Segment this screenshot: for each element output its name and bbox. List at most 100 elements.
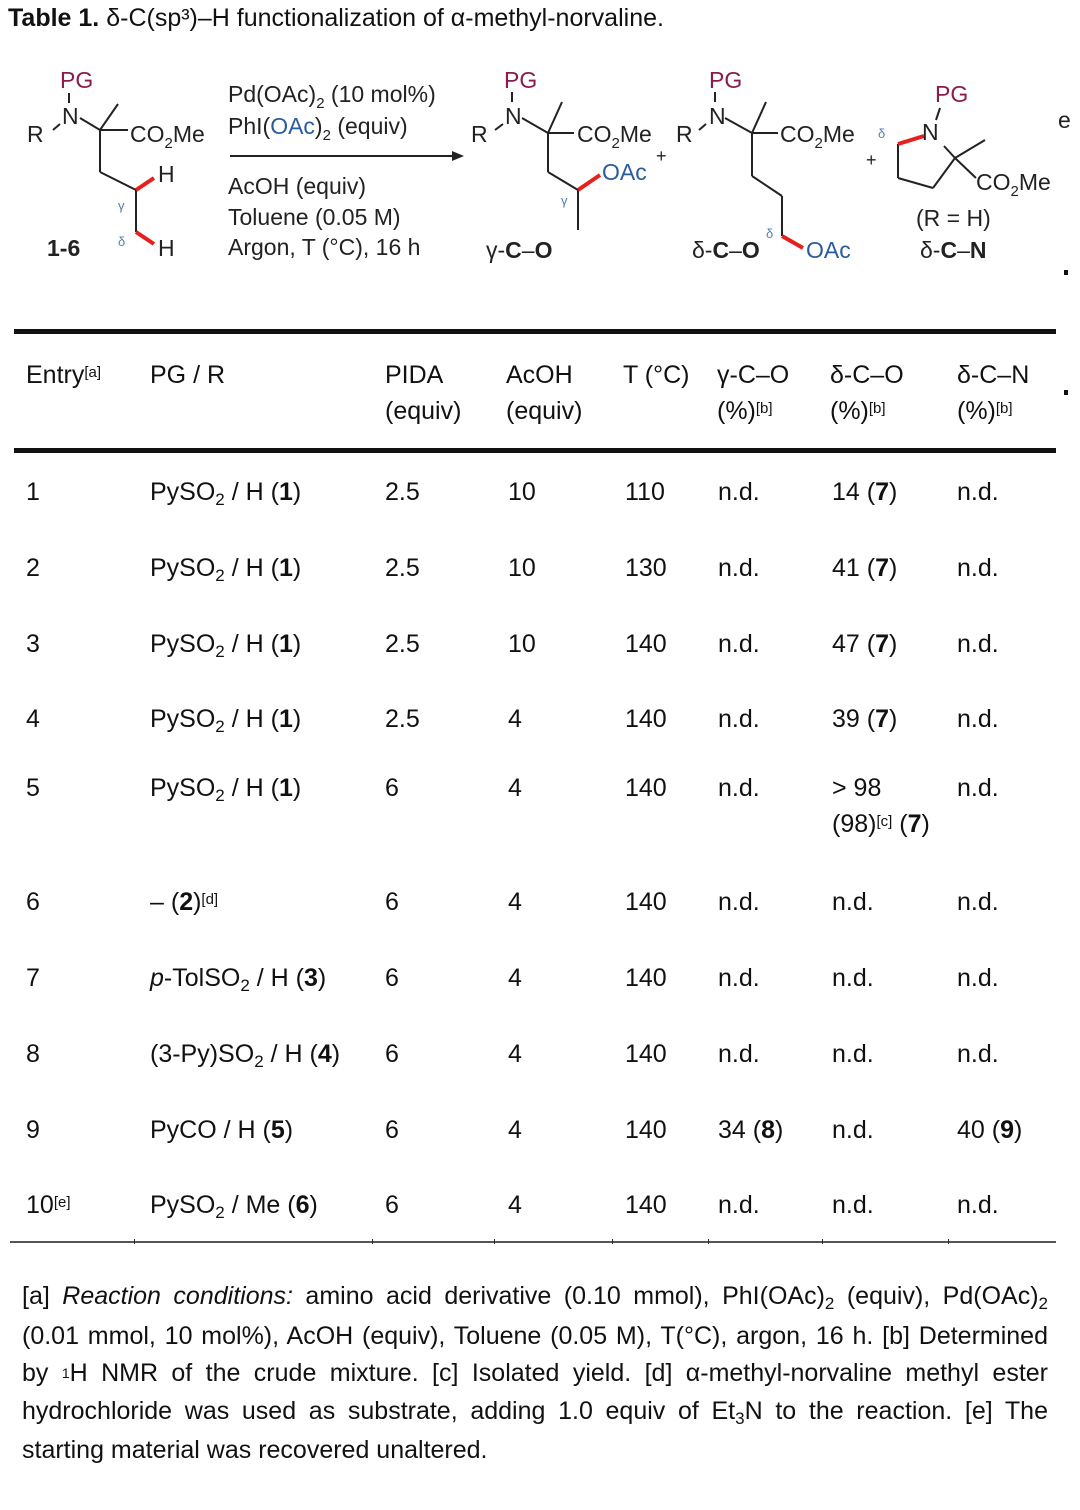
svg-text:OAc: OAc: [602, 159, 647, 185]
cell-pg-r: – (2)[d]: [150, 888, 219, 916]
cell-delta-c-n: n.d.: [957, 478, 999, 506]
cell-pg-r: p-TolSO2 / H (3): [150, 964, 327, 995]
table-header-rule: [14, 448, 1056, 453]
cell-temperature: 130: [625, 554, 667, 582]
cell-delta-c-n: 40 (9): [957, 1116, 1023, 1144]
svg-text:N: N: [709, 103, 726, 129]
cell-temperature: 140: [625, 1040, 667, 1068]
column-tick: [134, 1239, 135, 1244]
header-temperature: T (°C): [623, 361, 690, 389]
svg-text:1-6: 1-6: [47, 235, 80, 261]
cell-entry: 6: [26, 888, 40, 916]
reaction-scheme: PG N R CO2Me H H γ δ 1-6 Pd(OAc)2 (10 mo…: [0, 55, 1080, 275]
svg-text:R: R: [676, 121, 693, 147]
svg-text:AcOH (equiv): AcOH (equiv): [228, 173, 366, 199]
cell-acoh: 4: [508, 1116, 522, 1144]
svg-text:+: +: [866, 150, 877, 170]
cell-gamma-c-o: n.d.: [718, 1191, 760, 1219]
column-tick: [948, 1239, 949, 1244]
cell-gamma-c-o: n.d.: [718, 630, 760, 658]
cell-gamma-c-o: n.d.: [718, 478, 760, 506]
header-acoh: AcOH (equiv): [506, 361, 583, 425]
cell-gamma-c-o: n.d.: [718, 964, 760, 992]
cell-delta-c-o: n.d.: [832, 1191, 874, 1219]
cell-acoh: 4: [508, 774, 522, 802]
cell-pg-r: PySO2 / H (1): [150, 774, 302, 805]
cell-delta-c-n: n.d.: [957, 1191, 999, 1219]
cell-pida: 6: [385, 888, 399, 916]
header-pida: PIDA (equiv): [385, 361, 462, 425]
svg-text:PG: PG: [935, 81, 968, 107]
cell-gamma-c-o: n.d.: [718, 774, 760, 802]
svg-text:N: N: [922, 119, 939, 145]
cell-entry: 7: [26, 964, 40, 992]
table-title-text: δ-C(sp³)–H functionalization of α-methyl…: [106, 4, 664, 32]
cell-pida: 2.5: [385, 478, 420, 506]
cell-pida: 6: [385, 1191, 399, 1219]
cell-acoh: 10: [508, 554, 536, 582]
cell-pida: 2.5: [385, 705, 420, 733]
svg-text:CO2Me: CO2Me: [130, 121, 205, 152]
svg-text:N: N: [505, 103, 522, 129]
cell-delta-c-n: n.d.: [957, 1040, 999, 1068]
cell-delta-c-o: n.d.: [832, 1116, 874, 1144]
svg-text:Toluene (0.05 M): Toluene (0.05 M): [228, 204, 401, 230]
cell-delta-c-o: n.d.: [832, 1040, 874, 1068]
svg-text:R: R: [471, 121, 488, 147]
cell-temperature: 110: [625, 478, 665, 506]
cell-temperature: 140: [625, 774, 667, 802]
svg-text:PG: PG: [504, 67, 537, 93]
column-tick: [494, 1239, 495, 1244]
cell-gamma-c-o: 34 (8): [718, 1116, 784, 1144]
header-gamma-c-o: γ-C–O (%)[b]: [717, 361, 790, 425]
cell-pg-r: PySO2 / H (1): [150, 554, 302, 585]
svg-text:OAc: OAc: [806, 237, 851, 263]
cell-delta-c-o: > 98 (98)[c] (7): [832, 774, 930, 838]
cell-acoh: 4: [508, 705, 522, 733]
cell-entry: 2: [26, 554, 40, 582]
svg-text:δ: δ: [878, 126, 885, 141]
svg-text:N: N: [62, 103, 79, 129]
svg-text:δ-C–O: δ-C–O: [692, 237, 760, 263]
table-footnotes: [a] Reaction conditions: amino acid deri…: [22, 1282, 1049, 1465]
cell-pida: 6: [385, 774, 399, 802]
svg-text:δ: δ: [766, 226, 773, 241]
header-delta-c-n: δ-C–N (%)[b]: [957, 361, 1030, 425]
svg-text:H: H: [158, 161, 175, 187]
header-pg-r: PG / R: [150, 361, 226, 389]
column-tick: [612, 1239, 613, 1244]
cell-delta-c-n: n.d.: [957, 630, 999, 658]
svg-text:e: e: [1058, 107, 1071, 133]
cell-gamma-c-o: n.d.: [718, 705, 760, 733]
cell-gamma-c-o: n.d.: [718, 554, 760, 582]
cell-delta-c-o: 47 (7): [832, 630, 898, 658]
svg-text:δ: δ: [118, 234, 125, 249]
cell-temperature: 140: [625, 1116, 667, 1144]
cell-pg-r: PySO2 / H (1): [150, 478, 302, 509]
cell-pg-r: PySO2 / H (1): [150, 630, 302, 661]
cell-delta-c-o: 14 (7): [832, 478, 898, 506]
svg-text:CO2Me: CO2Me: [976, 169, 1051, 200]
cell-temperature: 140: [625, 888, 667, 916]
cell-pida: 6: [385, 1040, 399, 1068]
cell-pida: 2.5: [385, 554, 420, 582]
header-entry: Entry[a]: [26, 361, 102, 389]
cell-entry: 9: [26, 1116, 40, 1144]
cell-entry: 8: [26, 1040, 40, 1068]
svg-text:Pd(OAc)2 (10 mol%): Pd(OAc)2 (10 mol%): [228, 81, 436, 112]
cell-acoh: 4: [508, 888, 522, 916]
cell-pida: 2.5: [385, 630, 420, 658]
cell-temperature: 140: [625, 1191, 667, 1219]
svg-text:γ-C–O: γ-C–O: [486, 237, 552, 263]
cell-entry: 3: [26, 630, 40, 658]
cell-acoh: 10: [508, 630, 536, 658]
cell-delta-c-o: n.d.: [832, 888, 874, 916]
cell-delta-c-o: n.d.: [832, 964, 874, 992]
column-tick: [372, 1239, 373, 1244]
cell-entry: 5: [26, 774, 40, 802]
margin-mark: [1064, 390, 1068, 395]
svg-text:PG: PG: [709, 67, 742, 93]
cell-pg-r: PySO2 / Me (6): [150, 1191, 318, 1222]
cell-acoh: 4: [508, 1191, 522, 1219]
cell-delta-c-o: 41 (7): [832, 554, 898, 582]
